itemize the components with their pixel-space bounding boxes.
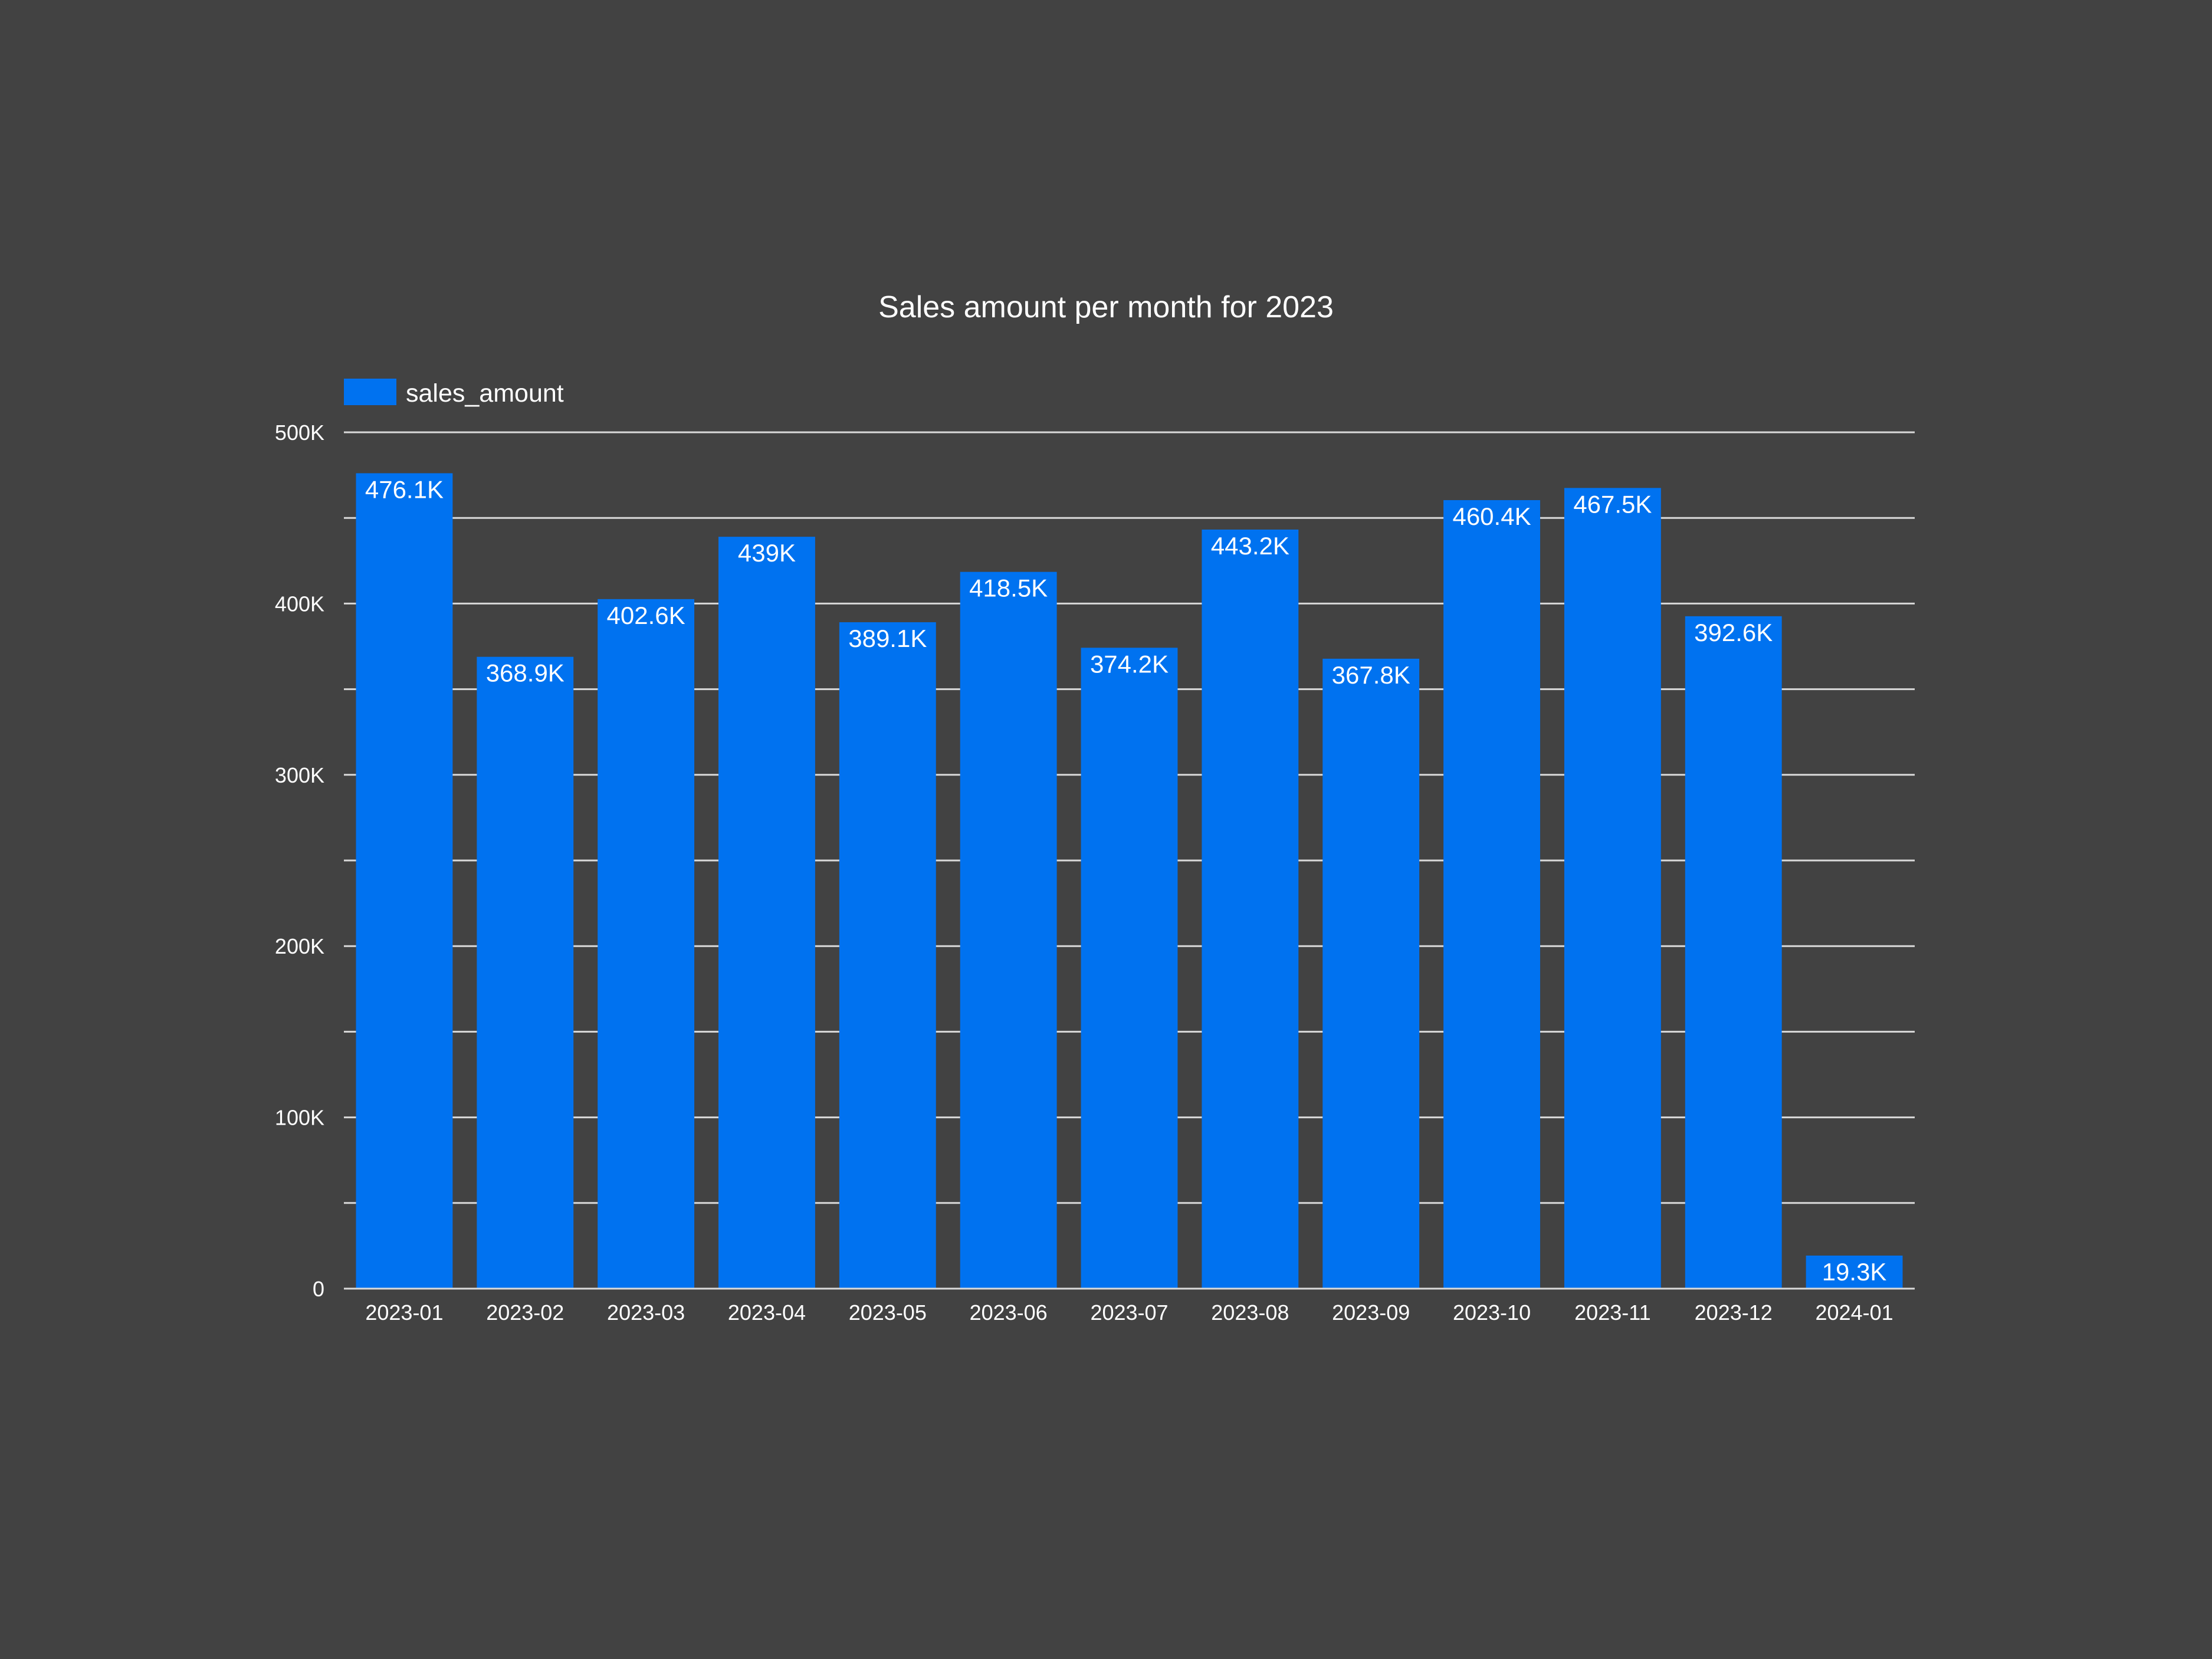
y-tick-label: 400K <box>275 592 324 616</box>
chart-title: Sales amount per month for 2023 <box>878 290 1334 324</box>
data-label: 467.5K <box>1573 490 1652 518</box>
x-tick-label: 2023-01 <box>365 1300 443 1325</box>
x-tick-label: 2023-11 <box>1574 1300 1650 1325</box>
bar <box>1081 648 1178 1289</box>
data-label: 19.3K <box>1822 1258 1887 1286</box>
x-tick-label: 2023-03 <box>607 1300 685 1325</box>
data-label: 389.1K <box>848 625 927 652</box>
data-label: 368.9K <box>486 659 565 687</box>
data-label: 418.5K <box>969 574 1048 602</box>
data-label: 367.8K <box>1332 661 1410 689</box>
x-axis: 2023-01 2023-02 2023-03 2023-04 2023-05 2023-… <box>344 1287 1915 1325</box>
data-label: 374.2K <box>1090 650 1169 678</box>
bar <box>1806 1255 1903 1289</box>
bar <box>598 599 695 1289</box>
x-tick-label: 2023-12 <box>1695 1300 1773 1325</box>
x-tick-label: 2023-10 <box>1453 1300 1531 1325</box>
y-tick-label: 100K <box>275 1106 324 1130</box>
x-tick-label: 2023-02 <box>486 1300 564 1325</box>
bar <box>477 656 574 1289</box>
bar <box>1202 529 1299 1289</box>
x-tick-label: 2023-09 <box>1332 1300 1410 1325</box>
data-label: 402.6K <box>607 602 685 629</box>
x-tick-label: 2023-04 <box>728 1300 806 1325</box>
legend: sales_amount <box>344 379 564 408</box>
x-tick-label: 2023-06 <box>970 1300 1048 1325</box>
y-tick-label: 200K <box>275 934 324 958</box>
bar <box>356 473 453 1289</box>
legend-label: sales_amount <box>406 379 564 408</box>
bar <box>960 571 1057 1289</box>
bar <box>1564 488 1661 1289</box>
y-tick-label: 0 <box>313 1277 324 1301</box>
data-label: 476.1K <box>365 475 444 503</box>
data-label: 392.6K <box>1694 619 1773 646</box>
y-axis: 0 100K 200K 300K 400K 500K <box>275 421 324 1301</box>
data-label: 439K <box>738 539 796 567</box>
x-tick-label: 2024-01 <box>1816 1300 1893 1325</box>
bars: 476.1K 368.9K 402.6K 439K 389.1K 418.5K 374.2K… <box>356 473 1903 1289</box>
bar <box>839 622 936 1289</box>
x-tick-label: 2023-08 <box>1211 1300 1289 1325</box>
y-tick-label: 500K <box>275 421 324 445</box>
data-label: 460.4K <box>1452 502 1531 530</box>
x-tick-label: 2023-05 <box>849 1300 927 1325</box>
data-label: 443.2K <box>1211 532 1289 560</box>
bar <box>718 537 815 1289</box>
y-tick-label: 300K <box>275 763 324 787</box>
legend-swatch <box>344 379 396 405</box>
x-tick-label: 2023-07 <box>1090 1300 1168 1325</box>
bar <box>1443 500 1540 1289</box>
bar <box>1685 616 1782 1289</box>
bar <box>1322 658 1420 1289</box>
